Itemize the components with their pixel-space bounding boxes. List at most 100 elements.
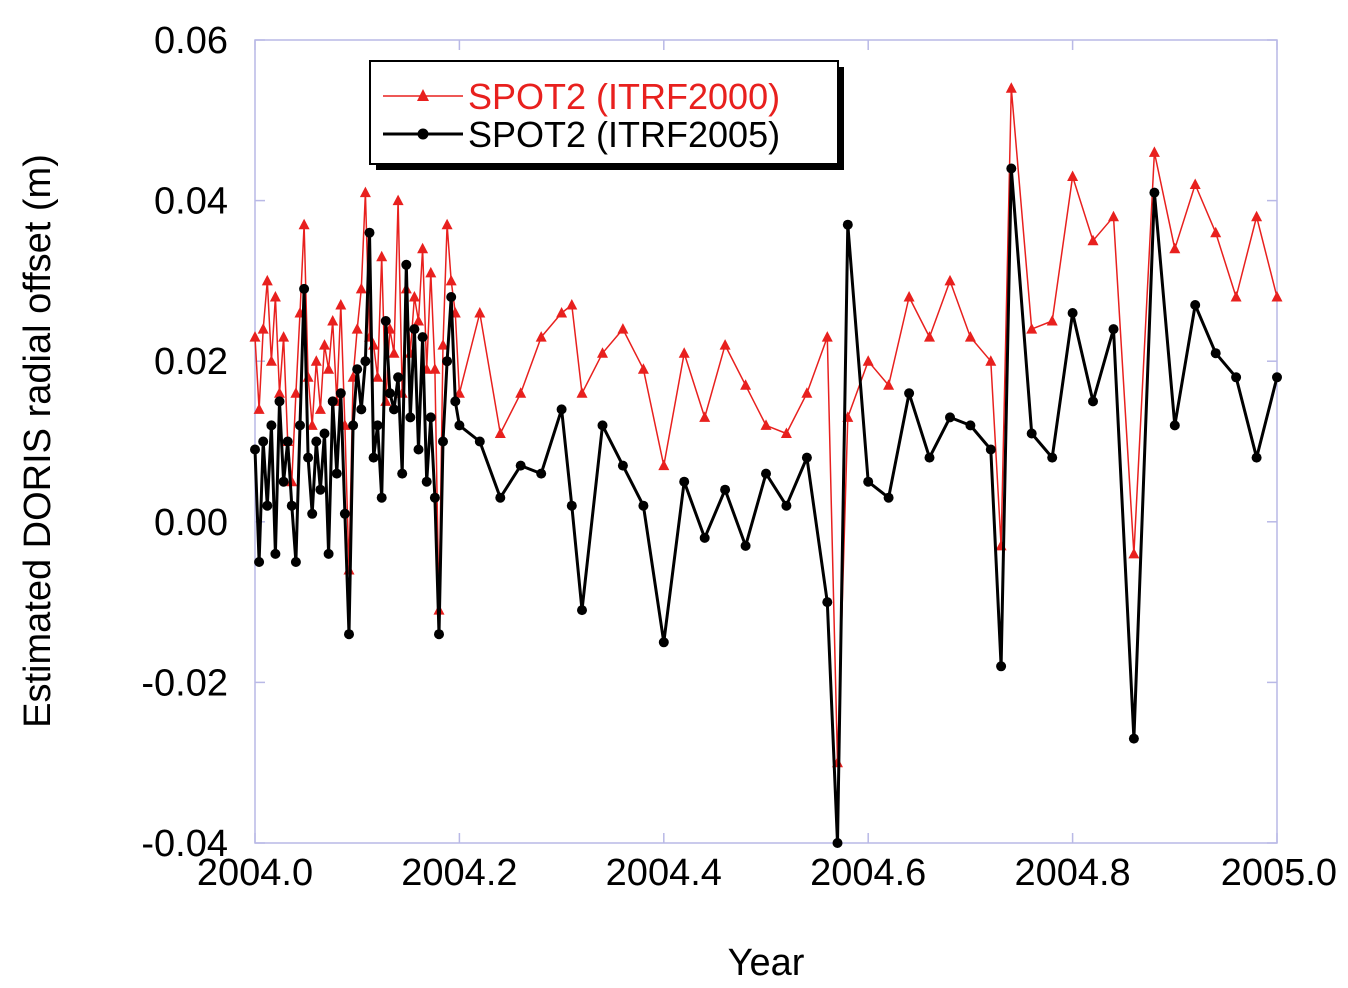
data-point <box>821 331 833 342</box>
data-point <box>286 500 297 511</box>
data-point <box>1189 178 1201 189</box>
data-point <box>389 404 399 415</box>
data-point <box>617 323 629 334</box>
data-point <box>274 387 285 398</box>
data-point <box>1231 372 1242 383</box>
data-point <box>249 331 261 342</box>
data-point <box>944 274 956 286</box>
data-point <box>535 331 547 342</box>
data-point <box>331 468 342 479</box>
data-point <box>355 282 367 294</box>
y-tick-label: 0.06 <box>154 20 228 62</box>
series-line <box>254 87 1278 764</box>
data-point <box>576 387 588 398</box>
data-point <box>434 629 444 640</box>
data-point <box>495 492 506 503</box>
data-point <box>368 452 379 463</box>
data-point <box>442 356 453 367</box>
data-point <box>1067 308 1078 318</box>
data-point <box>1149 187 1160 198</box>
data-point <box>352 364 363 375</box>
data-point <box>438 436 448 447</box>
data-point <box>617 460 628 471</box>
data-point <box>597 420 608 431</box>
data-point <box>380 316 391 326</box>
data-point <box>679 476 690 487</box>
y-tick-label: -0.04 <box>141 823 228 865</box>
data-point <box>429 492 440 503</box>
data-point <box>290 387 302 398</box>
data-point <box>393 372 404 383</box>
data-point <box>863 476 874 487</box>
data-point <box>372 371 384 382</box>
x-tick-label: 2004.6 <box>810 852 926 894</box>
data-point <box>413 315 424 326</box>
data-point <box>924 331 935 342</box>
data-point <box>556 307 568 318</box>
legend-label-itrf2000: SPOT2 (ITRF2000) <box>468 76 780 117</box>
data-point <box>474 436 485 447</box>
data-point <box>302 371 314 382</box>
data-point <box>310 355 322 366</box>
data-point <box>319 339 330 350</box>
data-point <box>515 387 527 398</box>
data-point <box>257 323 269 334</box>
data-point <box>536 468 547 479</box>
data-point <box>822 597 833 608</box>
data-point <box>453 387 465 398</box>
data-point <box>401 259 412 270</box>
data-point <box>348 420 359 431</box>
data-point <box>740 540 751 551</box>
data-point <box>417 242 429 254</box>
data-point <box>883 492 894 503</box>
data-point <box>996 661 1007 672</box>
data-point <box>454 420 465 431</box>
data-point <box>437 339 449 350</box>
y-tick-label: 0.00 <box>154 502 228 544</box>
data-point <box>945 412 955 423</box>
y-axis-ticks: -0.04 -0.02 0.00 0.02 0.04 0.06 <box>141 20 1277 865</box>
data-point <box>274 396 285 407</box>
data-point <box>384 388 395 399</box>
y-tick-label: 0.02 <box>154 341 228 383</box>
legend-box <box>369 60 839 165</box>
data-point <box>1026 428 1037 439</box>
data-point <box>253 403 265 414</box>
data-point <box>314 403 326 414</box>
data-point <box>392 194 404 206</box>
data-point <box>678 347 690 358</box>
data-point <box>408 291 420 302</box>
x-tick-label: 2004.4 <box>606 852 722 894</box>
series-layer <box>249 82 1283 848</box>
y-tick-label: -0.02 <box>141 662 228 704</box>
x-tick-label: 2004.8 <box>1014 852 1130 894</box>
y-axis-title: Estimated DORIS radial offset (m) <box>17 154 59 728</box>
data-point <box>1210 348 1221 359</box>
data-point <box>319 428 330 439</box>
data-point <box>964 331 976 342</box>
data-point <box>494 427 506 438</box>
data-point <box>1006 163 1017 174</box>
data-point <box>351 323 363 334</box>
legend-label-itrf2005: SPOT2 (ITRF2005) <box>468 114 780 155</box>
data-point <box>965 420 976 431</box>
data-point <box>441 218 453 230</box>
data-point <box>327 315 339 326</box>
data-point <box>421 476 432 487</box>
x-tick-label: 2004.0 <box>197 852 313 894</box>
data-point <box>719 339 731 350</box>
legend: SPOT2 (ITRF2000) SPOT2 (ITRF2005) <box>369 60 844 170</box>
data-point <box>985 355 997 366</box>
data-point <box>372 420 383 431</box>
data-point <box>311 436 322 447</box>
data-point <box>254 557 265 567</box>
data-point <box>364 227 375 238</box>
x-tick-label: 2005.0 <box>1221 852 1337 894</box>
data-point <box>1230 291 1242 302</box>
data-point <box>760 419 772 430</box>
data-point <box>924 452 935 463</box>
data-point <box>339 508 350 519</box>
data-point <box>445 274 457 286</box>
data-point <box>446 292 457 302</box>
